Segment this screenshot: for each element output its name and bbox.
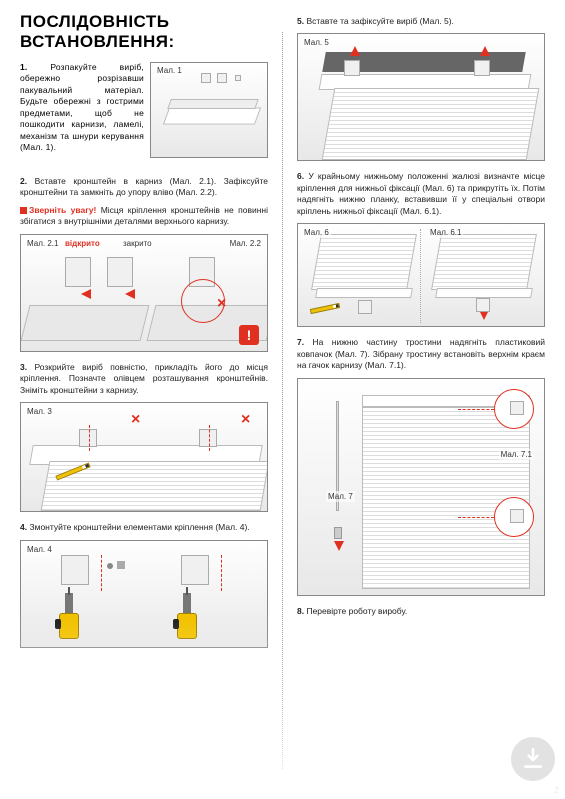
figure-22-label: Мал. 2.2: [228, 238, 263, 249]
step-1-body: Розпакуйте виріб, обережно розрізавши па…: [20, 62, 144, 152]
figure-1-label: Мал. 1: [155, 65, 184, 76]
step-5-text: 5. Вставте та зафіксуйте виріб (Мал. 5).: [297, 16, 545, 27]
step-2-text: 2. Вставте кронштейн в карниз (Мал. 2.1)…: [20, 176, 268, 199]
step-4-text: 4. Змонтуйте кронштейни елементами кріпл…: [20, 522, 268, 533]
figure-6: Мал. 6 Мал. 6.1: [297, 223, 545, 327]
column-divider: [282, 32, 283, 769]
right-column: 5. Вставте та зафіксуйте виріб (Мал. 5).…: [297, 12, 545, 779]
warning-prefix: Зверніть увагу!: [29, 205, 96, 215]
step-2-warning: Зверніть увагу! Місця кріплення кронштей…: [20, 205, 268, 228]
page-title: ПОСЛІДОВНІСТЬ ВСТАНОВЛЕННЯ:: [20, 12, 268, 52]
figure-3-label: Мал. 3: [25, 406, 54, 417]
figure-7-label: Мал. 7: [326, 491, 355, 502]
drill-icon: [177, 593, 205, 639]
figure-3: Мал. 3 × ×: [20, 402, 268, 512]
figure-2: Мал. 2.1 відкрито закрито Мал. 2.2 × !: [20, 234, 268, 352]
figure-4-label: Мал. 4: [25, 544, 54, 555]
page-number: 2: [555, 786, 559, 795]
step-5-body: Вставте та зафіксуйте виріб (Мал. 5).: [306, 16, 453, 26]
step-7-body: На нижню частину тростини надягніть плас…: [297, 337, 545, 370]
figure-7: Мал. 7 Мал. 7.1: [297, 378, 545, 596]
warning-badge-icon: !: [239, 325, 259, 345]
figure-21-label: Мал. 2.1: [25, 238, 60, 249]
figure-21-open: відкрито: [63, 238, 102, 249]
instruction-page: ПОСЛІДОВНІСТЬ ВСТАНОВЛЕННЯ: 1. Розпакуйт…: [0, 0, 565, 799]
left-column: ПОСЛІДОВНІСТЬ ВСТАНОВЛЕННЯ: 1. Розпакуйт…: [20, 12, 268, 779]
step-8-body: Перевірте роботу виробу.: [306, 606, 407, 616]
step-1-row: 1. Розпакуйте виріб, обережно розрізавши…: [20, 62, 268, 168]
step-3-body: Розкрийте виріб повністю, прикладіть йог…: [20, 362, 268, 395]
drill-icon: [59, 593, 87, 639]
step-8-text: 8. Перевірте роботу виробу.: [297, 606, 545, 617]
figure-21-closed: закрито: [121, 238, 154, 249]
step-3-text: 3. Розкрийте виріб повністю, прикладіть …: [20, 362, 268, 396]
figure-61-label: Мал. 6.1: [428, 227, 463, 238]
warning-icon: [20, 207, 27, 214]
figure-1: Мал. 1: [150, 62, 268, 158]
figure-5-label: Мал. 5: [302, 37, 331, 48]
download-badge[interactable]: [511, 737, 555, 781]
figure-4: Мал. 4: [20, 540, 268, 648]
step-1-text: 1. Розпакуйте виріб, обережно розрізавши…: [20, 62, 144, 168]
step-7-text: 7. На нижню частину тростини надягніть п…: [297, 337, 545, 371]
step-4-body: Змонтуйте кронштейни елементами кріпленн…: [29, 522, 249, 532]
step-6-body: У крайньому нижньому положенні жалюзі ви…: [297, 171, 545, 215]
figure-5: Мал. 5: [297, 33, 545, 161]
step-2-body: Вставте кронштейн в карниз (Мал. 2.1). З…: [20, 176, 268, 197]
download-icon: [520, 746, 546, 772]
step-6-text: 6. У крайньому нижньому положенні жалюзі…: [297, 171, 545, 217]
figure-71-label: Мал. 7.1: [499, 449, 534, 460]
figure-6-label: Мал. 6: [302, 227, 331, 238]
